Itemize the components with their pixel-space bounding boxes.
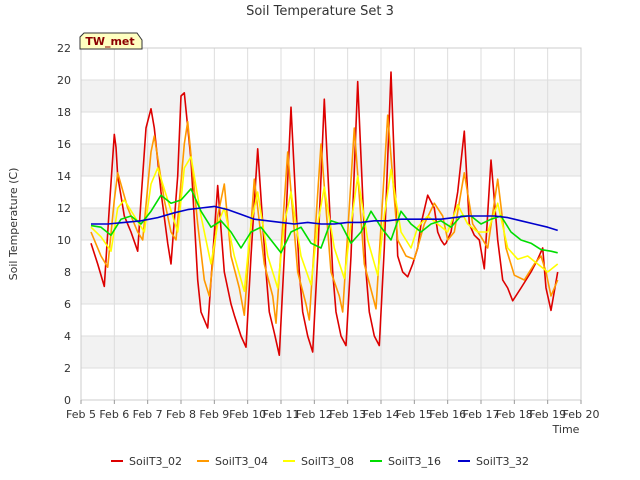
x-tick-label: Feb 11 bbox=[263, 408, 300, 421]
series-lines bbox=[90, 71, 559, 356]
chart-title: Soil Temperature Set 3 bbox=[246, 4, 394, 19]
legend-label: SoilT3_32 bbox=[476, 455, 529, 468]
legend-item: SoilT3_02 bbox=[111, 455, 182, 468]
y-tick-label: 2 bbox=[64, 362, 71, 375]
series-line-soilt3-04 bbox=[90, 114, 559, 324]
x-tick-label: Feb 17 bbox=[463, 408, 500, 421]
legend-item: SoilT3_08 bbox=[283, 455, 354, 468]
x-tick-label: Feb 5 bbox=[66, 408, 96, 421]
y-tick-label: 12 bbox=[57, 202, 71, 215]
legend-label: SoilT3_04 bbox=[215, 455, 268, 468]
x-tick-label: Feb 6 bbox=[99, 408, 129, 421]
grid-band bbox=[81, 80, 581, 112]
station-badge-box bbox=[79, 32, 143, 50]
grid-band bbox=[81, 272, 581, 304]
y-tick-label: 18 bbox=[57, 106, 71, 119]
legend-item: SoilT3_16 bbox=[370, 455, 441, 468]
legend-label: SoilT3_02 bbox=[129, 455, 182, 468]
y-tick-label: 0 bbox=[64, 394, 71, 407]
y-tick-label: 16 bbox=[57, 138, 71, 151]
grid-band bbox=[81, 336, 581, 368]
y-tick-label: 6 bbox=[64, 298, 71, 311]
x-tick-label: Feb 9 bbox=[199, 408, 229, 421]
x-tick-label: Feb 12 bbox=[296, 408, 333, 421]
y-tick-label: 4 bbox=[64, 330, 71, 343]
series-line-soilt3-08 bbox=[90, 156, 559, 292]
x-tick-label: Feb 10 bbox=[229, 408, 266, 421]
legend-label: SoilT3_08 bbox=[301, 455, 354, 468]
plot-border bbox=[80, 47, 582, 401]
grid-band bbox=[81, 144, 581, 176]
x-tick-label: Feb 14 bbox=[363, 408, 400, 421]
y-axis-label: Soil Temperature (C) bbox=[7, 168, 20, 281]
x-tick-label: Feb 20 bbox=[563, 408, 600, 421]
x-tick-label: Feb 16 bbox=[429, 408, 466, 421]
x-tick-label: Feb 13 bbox=[329, 408, 366, 421]
legend-item: SoilT3_04 bbox=[197, 455, 268, 468]
y-tick-label: 10 bbox=[57, 234, 71, 247]
x-tick-label: Feb 15 bbox=[396, 408, 433, 421]
legend-item: SoilT3_32 bbox=[458, 455, 529, 468]
x-axis-label: Time bbox=[552, 423, 580, 436]
x-tick-label: Feb 7 bbox=[133, 408, 163, 421]
grid-bands bbox=[81, 80, 581, 368]
series-line-soilt3-32 bbox=[91, 205, 558, 232]
y-tick-label: 8 bbox=[64, 266, 71, 279]
y-axis-ticks: 0 2 4 6 8 10 12 14 16 18 20 22 bbox=[57, 42, 71, 407]
x-tick-label: Feb 18 bbox=[496, 408, 533, 421]
legend-label: SoilT3_16 bbox=[388, 455, 441, 468]
station-badge: TW_met bbox=[79, 32, 143, 50]
station-label: TW_met bbox=[85, 35, 134, 48]
y-tick-label: 14 bbox=[57, 170, 71, 183]
series-line-soilt3-02 bbox=[90, 71, 559, 356]
legend: SoilT3_02 SoilT3_04 SoilT3_08 SoilT3_16 Soil… bbox=[111, 455, 529, 468]
y-tick-label: 20 bbox=[57, 74, 71, 87]
x-tick-label: Feb 19 bbox=[529, 408, 566, 421]
series-line-soilt3-16 bbox=[90, 188, 558, 254]
y-tick-label: 22 bbox=[57, 42, 71, 55]
x-tick-label: Feb 8 bbox=[166, 408, 196, 421]
